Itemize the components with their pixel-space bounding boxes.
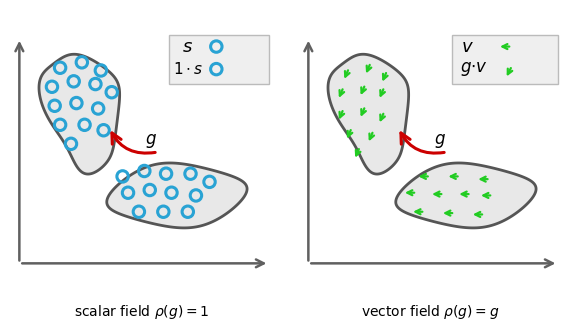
Polygon shape	[107, 163, 247, 228]
Text: $g$: $g$	[434, 132, 446, 150]
Text: $g{\cdot}v$: $g{\cdot}v$	[460, 60, 488, 78]
FancyBboxPatch shape	[453, 35, 558, 84]
Text: $v$: $v$	[461, 37, 474, 55]
Text: $1 \cdot s$: $1 \cdot s$	[173, 61, 203, 77]
Polygon shape	[328, 54, 409, 174]
Text: vector field $\rho(g) = g$: vector field $\rho(g) = g$	[361, 303, 500, 321]
Text: $g$: $g$	[145, 132, 157, 150]
Text: $s$: $s$	[182, 37, 193, 55]
FancyBboxPatch shape	[169, 35, 269, 84]
Polygon shape	[396, 163, 536, 228]
Text: scalar field $\rho(g) = 1$: scalar field $\rho(g) = 1$	[74, 303, 209, 321]
Polygon shape	[39, 54, 120, 174]
